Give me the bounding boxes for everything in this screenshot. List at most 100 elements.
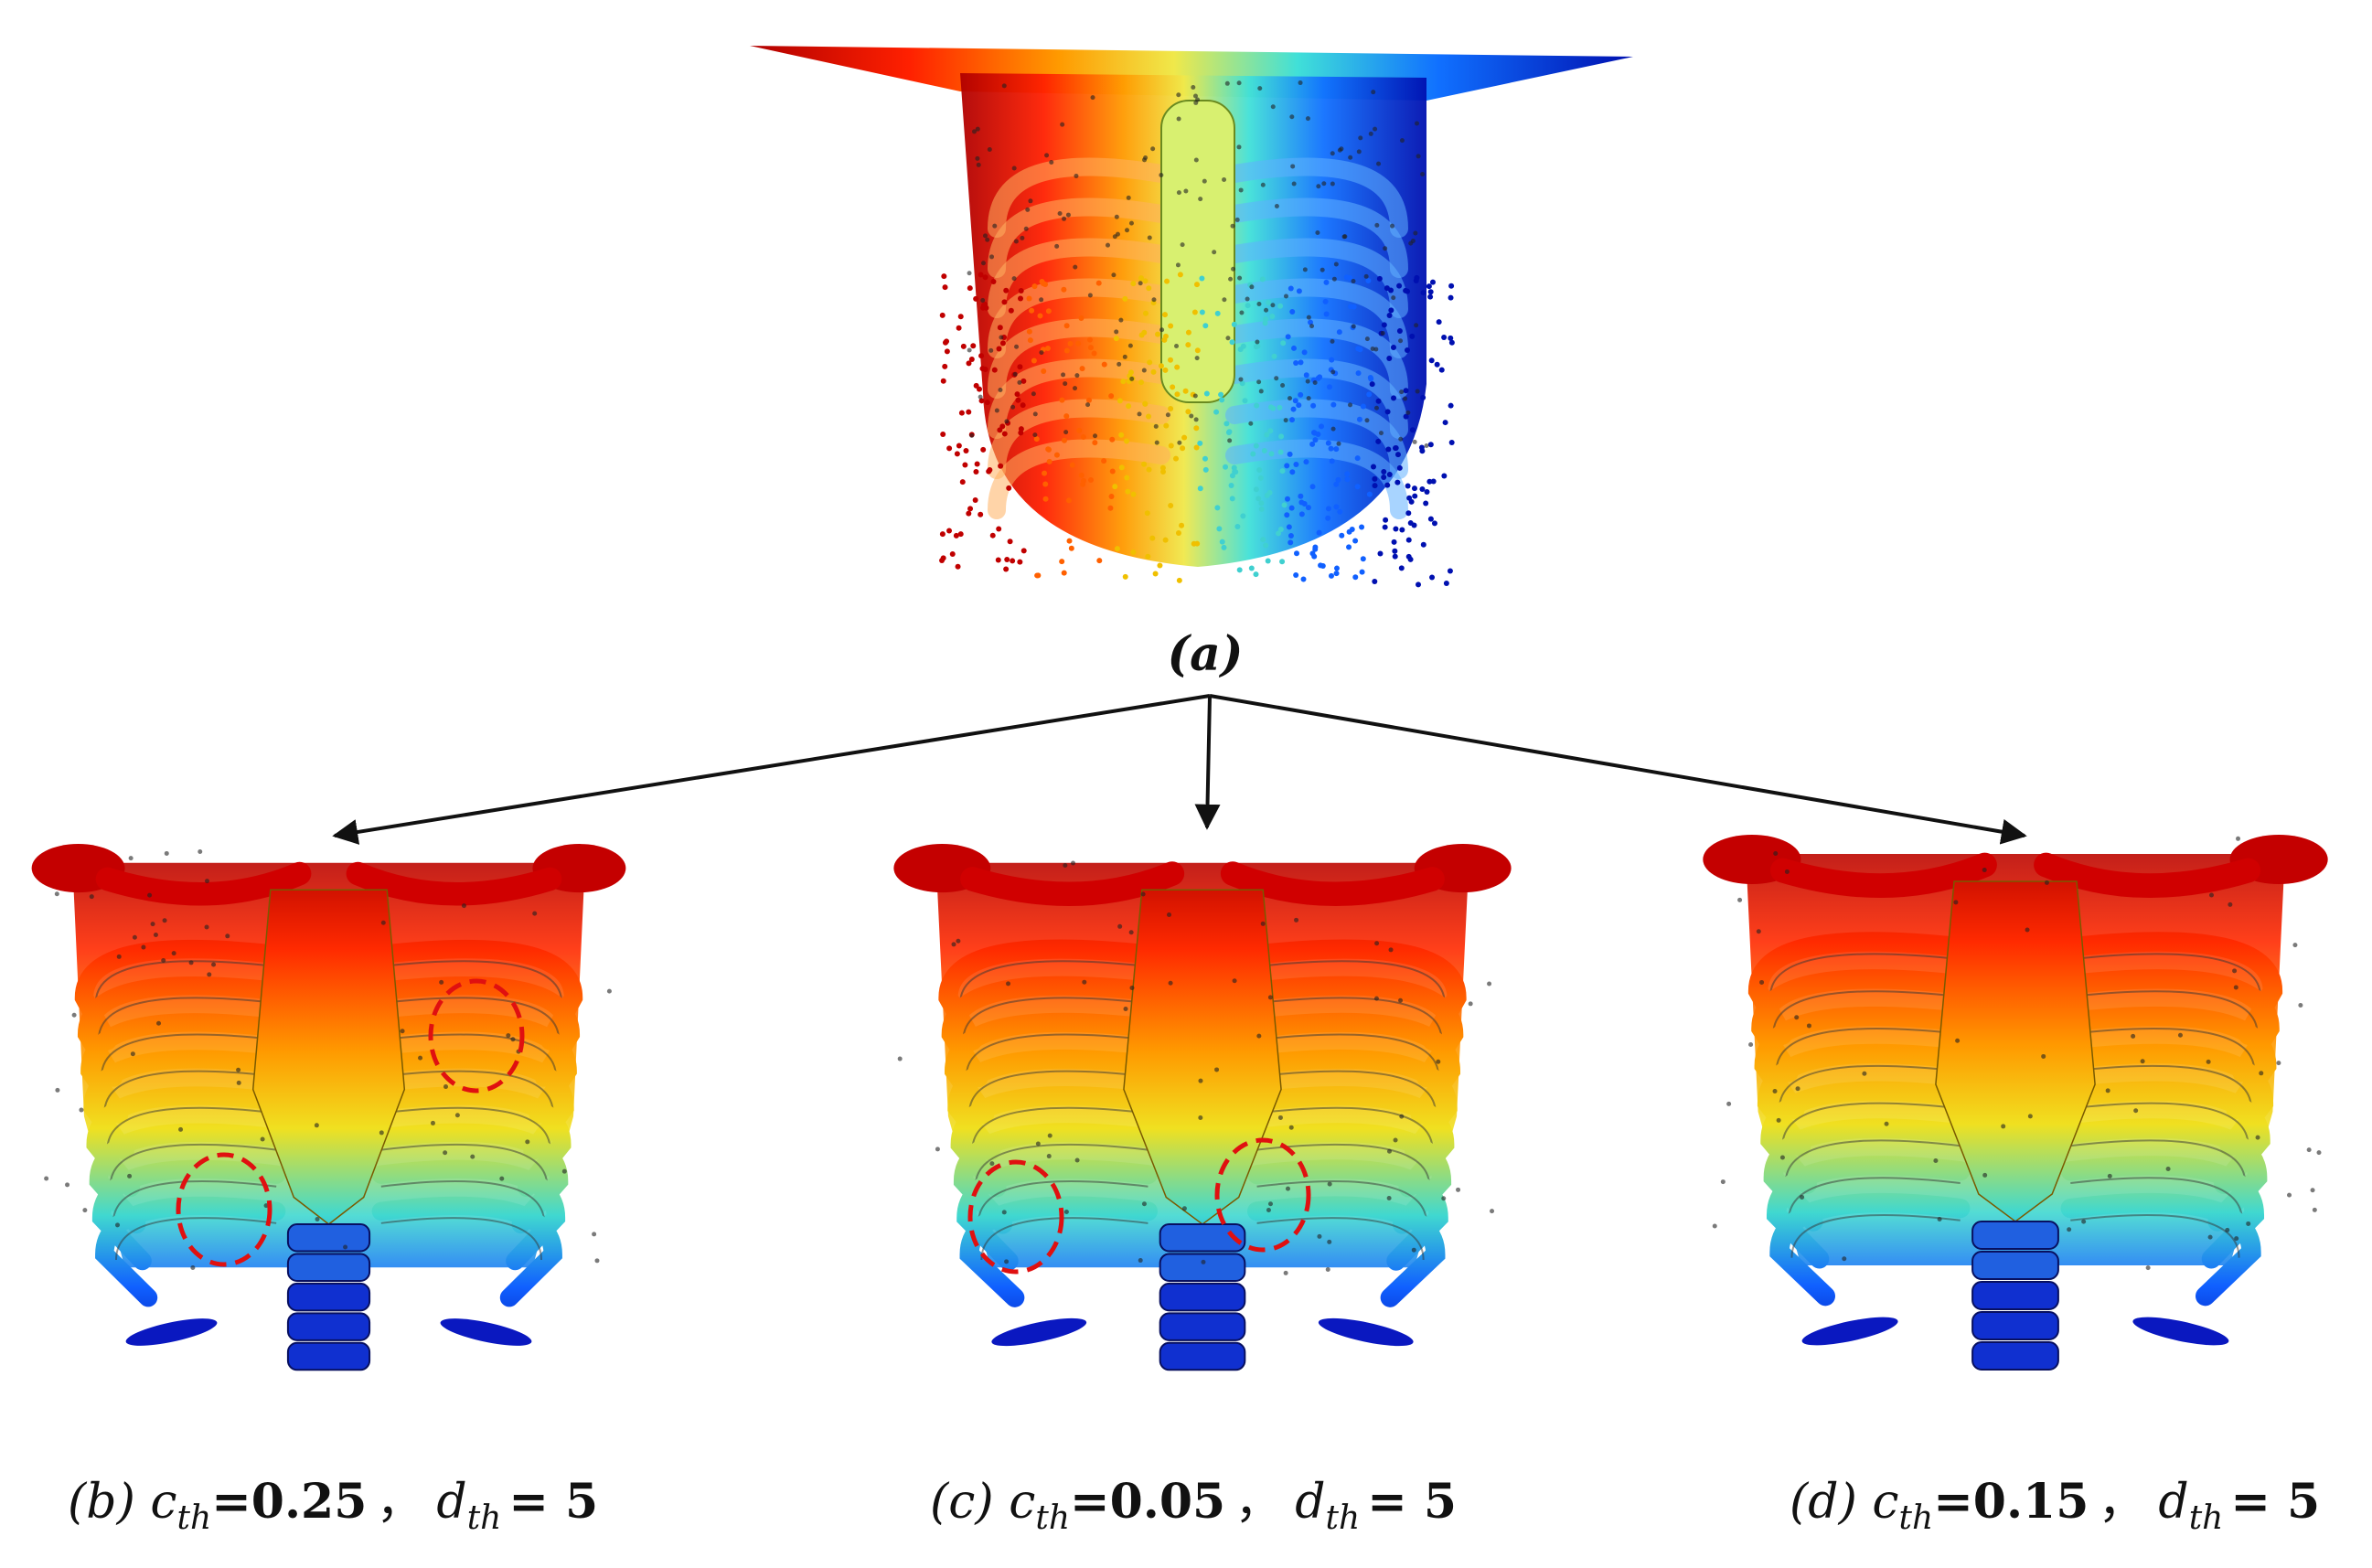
rib-shadow — [380, 960, 563, 1004]
noise-point — [1374, 941, 1380, 946]
noise-point — [951, 942, 956, 947]
noise-point — [1982, 868, 1987, 873]
noise-point — [204, 879, 209, 884]
c_sub: th — [177, 1499, 212, 1537]
arrow — [1209, 694, 2027, 845]
scatter-point — [973, 469, 979, 475]
scatter-point — [1317, 374, 1323, 380]
noise-point — [1082, 979, 1087, 985]
scatter-point — [1413, 277, 1419, 283]
noise-point — [1306, 315, 1311, 320]
noise-point — [532, 911, 538, 916]
noise-point — [1090, 95, 1095, 101]
scatter-point — [1441, 473, 1448, 479]
scatter-point — [1354, 484, 1361, 490]
noise-point — [1085, 402, 1091, 408]
noise-point — [1087, 293, 1093, 298]
rib — [988, 278, 1170, 358]
scatter-point — [1398, 565, 1405, 571]
noise-point — [561, 1168, 567, 1174]
noise-point — [1124, 228, 1129, 233]
scatter-point — [1343, 274, 1350, 281]
scatter-point — [1405, 483, 1411, 489]
noise-point — [989, 254, 995, 260]
vertebra — [1159, 1253, 1246, 1282]
noise-point — [1118, 317, 1124, 323]
rib — [371, 1086, 572, 1198]
scatter-point — [1172, 455, 1179, 462]
scatter-point — [1375, 398, 1382, 404]
scatter-point — [939, 531, 946, 538]
d_value: = 5 — [508, 1474, 598, 1530]
noise-point — [1380, 330, 1385, 336]
noise-point — [1114, 214, 1119, 219]
scatter-point — [957, 531, 964, 538]
scatter-point — [1001, 299, 1008, 305]
noise-point — [1363, 273, 1369, 279]
scatter-point — [1152, 571, 1159, 577]
scatter-point — [1328, 445, 1334, 452]
noise-point — [1330, 369, 1336, 375]
noise-point — [1260, 182, 1266, 187]
rib — [1246, 939, 1467, 1051]
rib — [371, 1196, 562, 1307]
noise-point — [211, 962, 217, 967]
noise-point — [1256, 301, 1262, 306]
scatter-point — [1041, 368, 1047, 374]
noise-point — [1424, 443, 1429, 448]
noise-point — [65, 1182, 70, 1188]
scatter-point — [1325, 440, 1331, 446]
noise-point — [1035, 1141, 1041, 1147]
rib — [1754, 1006, 1971, 1120]
noise-point — [315, 1217, 320, 1222]
scatter-point — [1150, 368, 1157, 375]
scatter-point — [1026, 328, 1032, 335]
noise-point — [164, 850, 169, 856]
scatter-point — [1448, 402, 1454, 409]
c_value: =0.05 — [1070, 1474, 1225, 1530]
noise-point — [156, 1020, 162, 1026]
scatter-point — [1240, 513, 1246, 519]
scatter-point — [1369, 381, 1375, 388]
scatter-point — [1293, 462, 1299, 468]
scatter-point — [1288, 285, 1294, 292]
noise-point — [1234, 217, 1240, 222]
noise-point — [1020, 235, 1025, 240]
noise-point — [1884, 1121, 1889, 1126]
noise-point — [2259, 1071, 2264, 1076]
noise-point — [1126, 195, 1131, 200]
noise-point — [1180, 242, 1185, 248]
noise-point — [1376, 161, 1382, 166]
rib-shadow — [101, 1033, 277, 1077]
scatter-point — [1448, 283, 1455, 289]
scatter-point — [1330, 401, 1337, 408]
scatter-point — [957, 314, 964, 320]
noise-point — [1238, 377, 1244, 382]
scatter-point — [1305, 505, 1311, 511]
rib-shadow — [1790, 1214, 1961, 1258]
scatter-point — [1112, 484, 1118, 490]
noise-point — [1374, 222, 1380, 228]
scatter-point — [1381, 468, 1387, 475]
noise-point — [1306, 396, 1311, 401]
scatter-point — [1059, 559, 1065, 565]
noise-point — [980, 261, 986, 266]
scatter-point — [1310, 402, 1317, 409]
scatter-point — [1046, 458, 1052, 464]
scatter-point — [966, 360, 972, 367]
scatter-point — [984, 400, 990, 406]
noise-point — [1044, 153, 1050, 158]
noise-point — [1174, 343, 1180, 348]
d_value: = 5 — [1367, 1474, 1457, 1530]
scatter-point — [1145, 553, 1151, 560]
arrow — [1194, 695, 1221, 830]
noise-point — [1047, 1133, 1052, 1138]
scatter-point — [1234, 524, 1241, 530]
scatter-point — [1091, 350, 1097, 357]
noise-point — [1128, 220, 1134, 226]
noise-point — [1320, 267, 1325, 272]
scatter-point — [1182, 388, 1189, 394]
scatter-point — [1202, 466, 1209, 473]
noise-point — [1414, 323, 1419, 328]
scatter-point — [1174, 391, 1181, 398]
